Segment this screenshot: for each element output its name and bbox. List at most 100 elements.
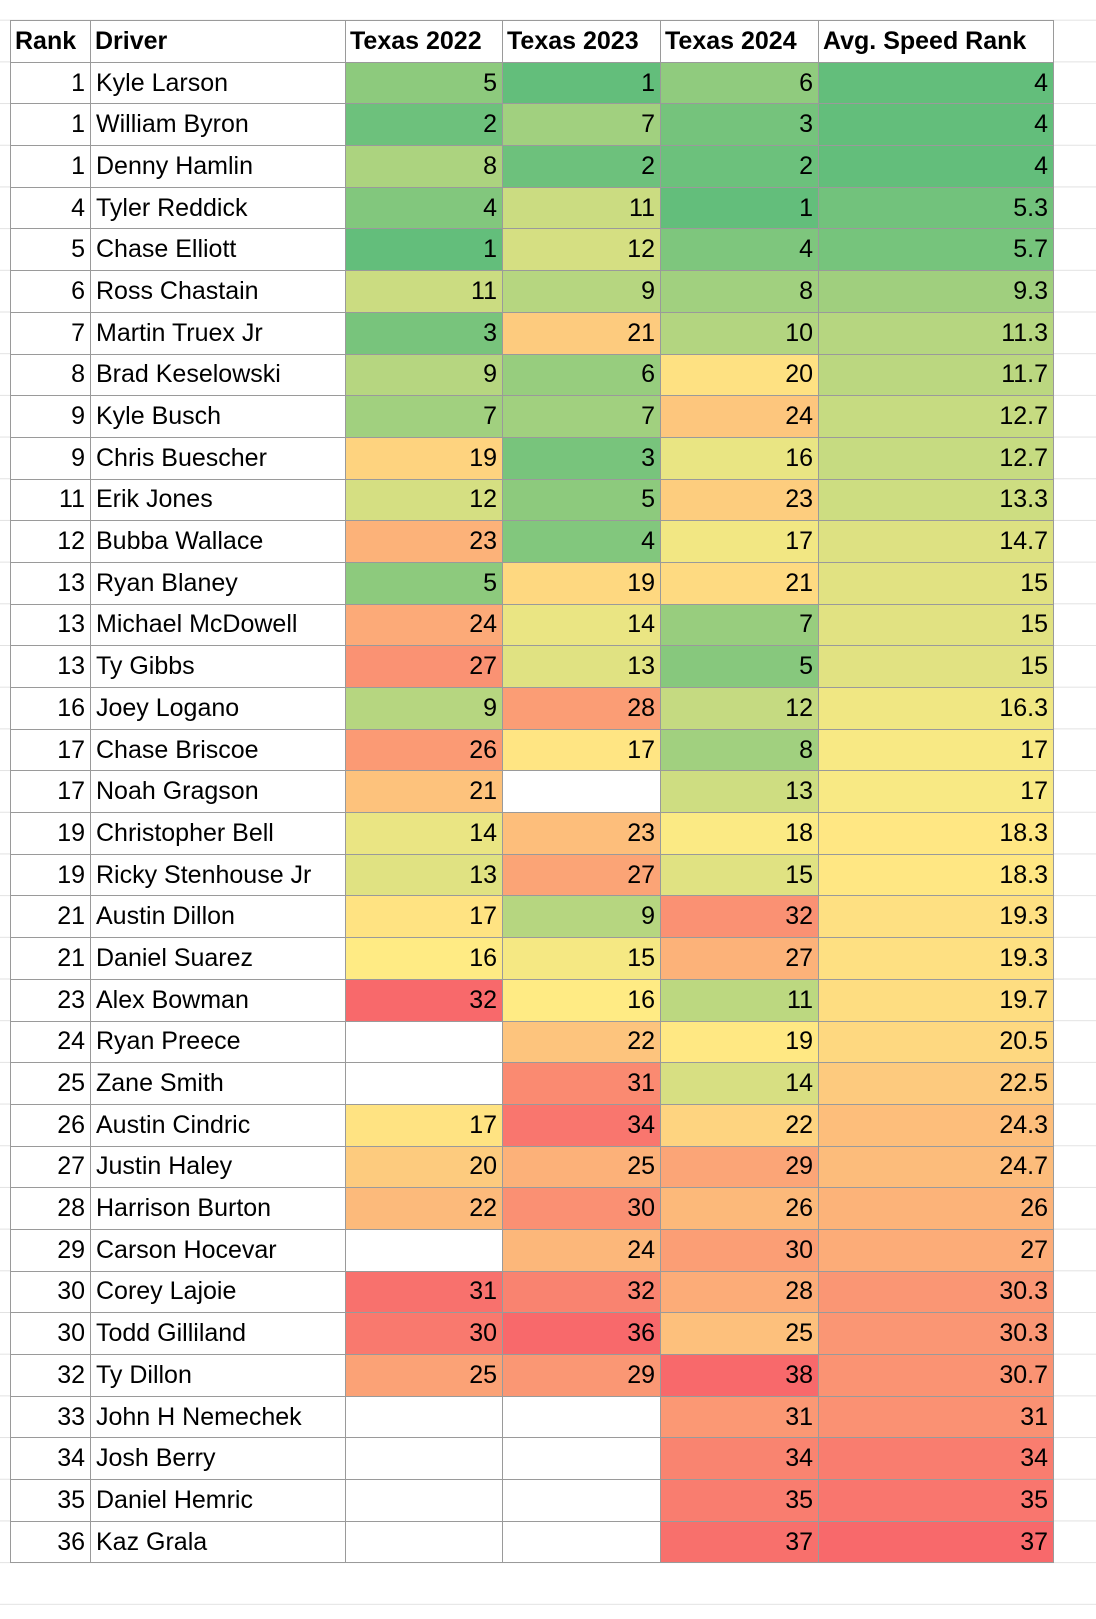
value-cell: 21: [345, 770, 503, 814]
driver-cell: Tyler Reddick: [90, 186, 346, 230]
value-cell: 1: [345, 228, 503, 272]
value-cell: 11.7: [818, 353, 1054, 397]
rank-cell: 6: [10, 270, 91, 313]
value-cell: 3: [660, 103, 819, 147]
table-row: 6 Ross Chastain 11 9 8 9.3: [10, 270, 1054, 313]
value-cell: 15: [818, 561, 1054, 605]
value-cell: [502, 1437, 661, 1481]
table-row: 23 Alex Bowman 32 16 11 19.7: [10, 978, 1054, 1022]
value-cell: 5: [345, 561, 503, 605]
value-cell: 16.3: [818, 687, 1054, 730]
driver-cell: Josh Berry: [90, 1437, 346, 1481]
rank-cell: 26: [10, 1103, 91, 1147]
value-cell: 4: [660, 228, 819, 272]
rank-cell: 29: [10, 1228, 91, 1272]
value-cell: 5.3: [818, 186, 1054, 230]
table-row: 33 John H Nemechek 31 31: [10, 1395, 1054, 1439]
rank-cell: 23: [10, 978, 91, 1022]
value-cell: 28: [502, 687, 661, 730]
table-row: 13 Ty Gibbs 27 13 5 15: [10, 645, 1054, 688]
rank-cell: 1: [10, 61, 91, 105]
value-cell: 9: [345, 353, 503, 397]
value-cell: [345, 1062, 503, 1105]
table-row: 7 Martin Truex Jr 3 21 10 11.3: [10, 311, 1054, 355]
driver-cell: Alex Bowman: [90, 978, 346, 1022]
rank-cell: 1: [10, 103, 91, 147]
rank-cell: 35: [10, 1479, 91, 1522]
table-body: 1 Kyle Larson 5 1 6 4 1 William Byron 2 7 3 4 1 Denny…: [10, 61, 1054, 1564]
value-cell: 25: [345, 1354, 503, 1397]
rank-cell: 12: [10, 520, 91, 563]
column-header: Texas 2022: [345, 20, 503, 63]
rank-cell: 9: [10, 436, 91, 480]
table-row: 26 Austin Cindric 17 34 22 24.3: [10, 1103, 1054, 1147]
value-cell: 4: [818, 145, 1054, 188]
header-row: Rank Driver Texas 2022 Texas 2023 Texas 2024…: [10, 20, 1054, 63]
driver-cell: Ryan Preece: [90, 1020, 346, 1064]
value-cell: 22: [345, 1187, 503, 1230]
table-row: 17 Noah Gragson 21 13 17: [10, 770, 1054, 814]
driver-cell: Noah Gragson: [90, 770, 346, 814]
value-cell: 26: [345, 728, 503, 772]
value-cell: 7: [502, 103, 661, 147]
value-cell: 37: [818, 1520, 1054, 1564]
rank-cell: 36: [10, 1520, 91, 1564]
value-cell: 9: [345, 687, 503, 730]
value-cell: 29: [660, 1145, 819, 1189]
driver-cell: Justin Haley: [90, 1145, 346, 1189]
value-cell: 30: [345, 1312, 503, 1355]
value-cell: 11: [345, 270, 503, 313]
value-cell: 8: [660, 270, 819, 313]
driver-cell: Chase Briscoe: [90, 728, 346, 772]
value-cell: 18.3: [818, 853, 1054, 897]
value-cell: 2: [502, 145, 661, 188]
value-cell: 24: [502, 1228, 661, 1272]
table-row: 11 Erik Jones 12 5 23 13.3: [10, 478, 1054, 522]
driver-cell: Kyle Larson: [90, 61, 346, 105]
rank-cell: 9: [10, 395, 91, 438]
value-cell: 19: [345, 436, 503, 480]
rank-cell: 30: [10, 1312, 91, 1355]
rank-cell: 17: [10, 770, 91, 814]
driver-cell: Kaz Grala: [90, 1520, 346, 1564]
value-cell: [502, 1479, 661, 1522]
value-cell: 9: [502, 270, 661, 313]
value-cell: 27: [660, 937, 819, 980]
table-row: 24 Ryan Preece 22 19 20.5: [10, 1020, 1054, 1064]
rank-cell: 24: [10, 1020, 91, 1064]
value-cell: 30: [502, 1187, 661, 1230]
driver-cell: John H Nemechek: [90, 1395, 346, 1439]
table-row: 21 Daniel Suarez 16 15 27 19.3: [10, 937, 1054, 980]
driver-cell: Bubba Wallace: [90, 520, 346, 563]
value-cell: 37: [660, 1520, 819, 1564]
value-cell: 17: [818, 770, 1054, 814]
value-cell: 19.3: [818, 895, 1054, 939]
rank-cell: 19: [10, 853, 91, 897]
value-cell: 24: [660, 395, 819, 438]
value-cell: 30.7: [818, 1354, 1054, 1397]
driver-cell: William Byron: [90, 103, 346, 147]
value-cell: 12: [345, 478, 503, 522]
table-row: 21 Austin Dillon 17 9 32 19.3: [10, 895, 1054, 939]
value-cell: 29: [502, 1354, 661, 1397]
value-cell: 22: [660, 1103, 819, 1147]
table-row: 13 Ryan Blaney 5 19 21 15: [10, 561, 1054, 605]
driver-cell: Austin Cindric: [90, 1103, 346, 1147]
driver-cell: Daniel Suarez: [90, 937, 346, 980]
driver-cell: Ty Gibbs: [90, 645, 346, 688]
data-table: Rank Driver Texas 2022 Texas 2023 Texas 2024…: [10, 20, 1054, 1564]
rank-cell: 21: [10, 937, 91, 980]
value-cell: 20: [345, 1145, 503, 1189]
table-row: 36 Kaz Grala 37 37: [10, 1520, 1054, 1564]
value-cell: 32: [660, 895, 819, 939]
rank-cell: 8: [10, 353, 91, 397]
value-cell: 32: [345, 978, 503, 1022]
table-row: 4 Tyler Reddick 4 11 1 5.3: [10, 186, 1054, 230]
rank-cell: 21: [10, 895, 91, 939]
table-row: 32 Ty Dillon 25 29 38 30.7: [10, 1354, 1054, 1397]
value-cell: 20: [660, 353, 819, 397]
rank-cell: 5: [10, 228, 91, 272]
value-cell: 24: [345, 603, 503, 647]
rank-cell: 25: [10, 1062, 91, 1105]
